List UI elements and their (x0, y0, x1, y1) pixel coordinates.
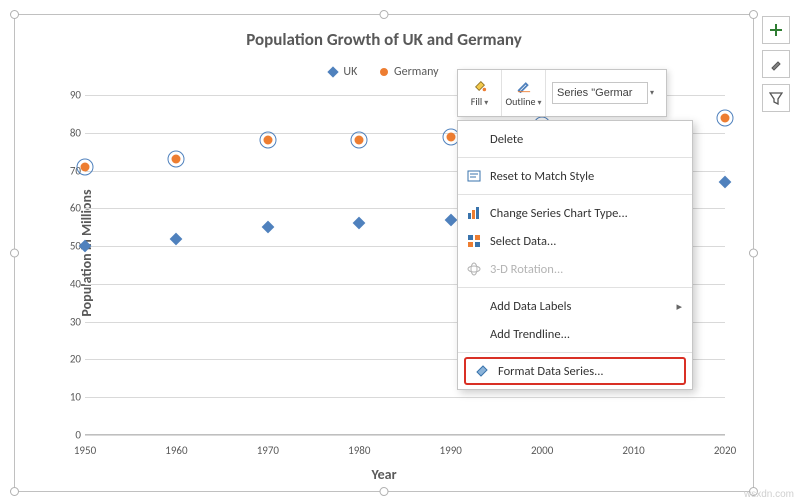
x-tick-label: 2010 (622, 444, 644, 457)
ctx-reset-style[interactable]: Reset to Match Style (458, 162, 692, 190)
x-tick-label: 2000 (531, 444, 553, 457)
ctx-select-data[interactable]: Select Data... (458, 227, 692, 255)
menu-separator (458, 352, 692, 353)
resize-handle-n[interactable] (380, 10, 389, 19)
watermark: wsxdn.com (744, 489, 794, 500)
ctx-format-data-series[interactable]: Format Data Series... (464, 357, 686, 385)
ctx-add-trendline[interactable]: Add Trendline... (458, 320, 692, 348)
format-series-icon (474, 363, 490, 379)
legend-item-uk[interactable]: UK (329, 65, 357, 79)
chart-type-icon (466, 205, 482, 221)
y-tick-label: 90 (53, 89, 81, 102)
paint-bucket-icon (472, 79, 488, 93)
ctx-change-type-label: Change Series Chart Type... (490, 206, 628, 221)
pen-icon (516, 79, 532, 93)
ctx-select-data-label: Select Data... (490, 234, 556, 249)
ctx-reset-label: Reset to Match Style (490, 169, 594, 184)
x-tick-label: 1980 (348, 444, 370, 457)
mini-toolbar: Fill▾ Outline▾ ▾ (457, 69, 667, 117)
data-point-uk[interactable] (719, 176, 732, 189)
chart-side-buttons (762, 16, 790, 112)
ctx-format-series-label: Format Data Series... (498, 364, 604, 379)
data-point-uk[interactable] (170, 232, 183, 245)
data-point-de[interactable] (446, 132, 455, 141)
data-point-uk[interactable] (261, 221, 274, 234)
legend-label-germany: Germany (394, 65, 439, 79)
chart-styles-button[interactable] (762, 50, 790, 78)
data-point-uk[interactable] (444, 213, 457, 226)
x-tick-label: 1950 (74, 444, 96, 457)
legend-marker-uk (328, 66, 339, 77)
legend-item-germany[interactable]: Germany (380, 65, 439, 79)
select-data-icon (466, 233, 482, 249)
resize-handle-s[interactable] (380, 487, 389, 496)
y-tick-label: 0 (53, 429, 81, 442)
context-menu: Delete Reset to Match Style Change Serie… (457, 120, 693, 390)
y-tick-label: 10 (53, 391, 81, 404)
data-point-de[interactable] (263, 136, 272, 145)
outline-button[interactable]: Outline▾ (502, 70, 546, 116)
ctx-delete[interactable]: Delete (458, 125, 692, 153)
resize-handle-sw[interactable] (10, 487, 19, 496)
fill-label: Fill (471, 95, 482, 108)
submenu-arrow-icon: ▸ (676, 300, 682, 313)
menu-separator (458, 157, 692, 158)
x-tick-label: 2020 (714, 444, 736, 457)
resize-handle-nw[interactable] (10, 10, 19, 19)
reset-icon (466, 168, 482, 184)
ctx-add-data-labels[interactable]: Add Data Labels ▸ (458, 292, 692, 320)
y-tick-label: 30 (53, 315, 81, 328)
resize-handle-ne[interactable] (749, 10, 758, 19)
funnel-icon (769, 91, 783, 105)
data-point-de[interactable] (81, 162, 90, 171)
x-tick-label: 1970 (257, 444, 279, 457)
x-axis-title[interactable]: Year (15, 466, 753, 483)
ctx-add-labels-label: Add Data Labels (490, 299, 571, 314)
ctx-3d-rotation-label: 3-D Rotation... (490, 262, 563, 277)
y-tick-label: 40 (53, 277, 81, 290)
chevron-down-icon[interactable]: ▾ (650, 88, 654, 98)
series-name-input[interactable] (552, 82, 648, 104)
y-tick-label: 20 (53, 353, 81, 366)
ctx-change-chart-type[interactable]: Change Series Chart Type... (458, 199, 692, 227)
gridline (85, 435, 725, 436)
ctx-3d-rotation: 3-D Rotation... (458, 255, 692, 283)
y-tick-label: 50 (53, 240, 81, 253)
plus-icon (769, 23, 783, 37)
data-point-uk[interactable] (353, 217, 366, 230)
resize-handle-w[interactable] (10, 249, 19, 258)
x-tick-label: 1960 (165, 444, 187, 457)
ctx-add-trendline-label: Add Trendline... (490, 327, 570, 342)
ctx-delete-label: Delete (490, 132, 523, 147)
data-point-de[interactable] (172, 155, 181, 164)
fill-button[interactable]: Fill▾ (458, 70, 502, 116)
outline-label: Outline (505, 95, 535, 108)
resize-handle-e[interactable] (749, 249, 758, 258)
chart-title[interactable]: Population Growth of UK and Germany (15, 29, 753, 50)
legend-label-uk: UK (343, 65, 357, 79)
chart-filters-button[interactable] (762, 84, 790, 112)
chart-elements-button[interactable] (762, 16, 790, 44)
y-tick-label: 60 (53, 202, 81, 215)
series-selector[interactable]: ▾ (546, 70, 666, 116)
menu-separator (458, 194, 692, 195)
gridline (85, 397, 725, 398)
legend-marker-germany (380, 68, 388, 76)
rotation-3d-icon (466, 261, 482, 277)
menu-separator (458, 287, 692, 288)
paint-brush-icon (769, 57, 783, 71)
x-tick-label: 1990 (440, 444, 462, 457)
y-tick-label: 80 (53, 126, 81, 139)
data-point-de[interactable] (355, 136, 364, 145)
data-point-de[interactable] (721, 113, 730, 122)
